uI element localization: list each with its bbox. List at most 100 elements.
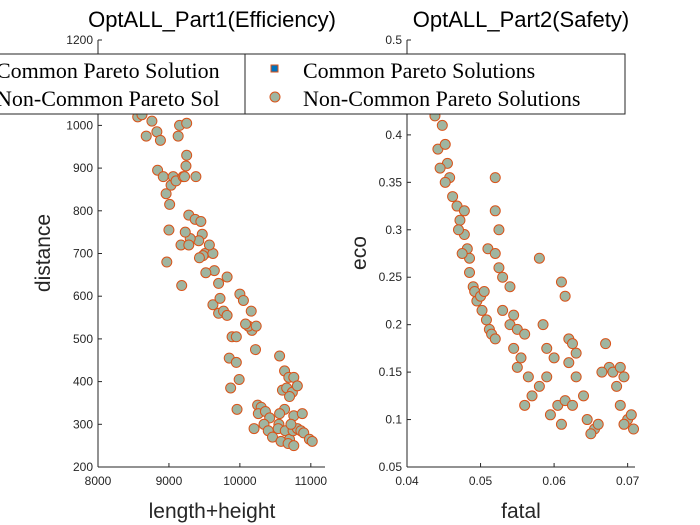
efficiency-x-tick-label: 9000 xyxy=(156,474,183,488)
safety-y-tick-label: 0.4 xyxy=(385,128,402,142)
safety-data-point xyxy=(439,176,451,188)
efficiency-data-point xyxy=(233,373,245,385)
efficiency-data-point xyxy=(274,408,286,420)
safety-data-point xyxy=(508,342,520,354)
efficiency-data-point xyxy=(267,431,279,443)
efficiency-data-point xyxy=(291,380,303,392)
efficiency-y-tick-label: 600 xyxy=(73,289,93,303)
safety-data-point xyxy=(464,266,476,278)
safety-data-point xyxy=(519,328,531,340)
safety-axis-ticks: 0.04 0.05 0.06 0.070.050.10.150.20.250.30.3… xyxy=(379,33,640,488)
safety-data-point xyxy=(489,205,501,217)
efficiency-data-point xyxy=(285,418,297,430)
safety-data-point xyxy=(493,262,505,274)
safety-legend: Common Pareto Solutions Non-Common Paret… xyxy=(244,53,626,115)
safety-data-point xyxy=(497,271,509,283)
safety-data-point xyxy=(555,276,567,288)
safety-data-point xyxy=(548,352,560,364)
efficiency-data-point xyxy=(306,435,318,447)
safety-data-point xyxy=(526,390,538,402)
efficiency-data-point xyxy=(249,344,261,356)
safety-data-point xyxy=(618,371,630,383)
safety-x-tick-label: 0.04 xyxy=(395,474,419,488)
safety-data-point xyxy=(566,338,578,350)
efficiency-data-point xyxy=(183,239,195,251)
safety-data-point xyxy=(489,248,501,259)
safety-y-tick-label: 0.25 xyxy=(379,270,403,284)
safety-data-point xyxy=(614,361,626,373)
safety-data-point xyxy=(452,224,464,236)
safety-x-tick-label: 0.06 xyxy=(542,474,566,488)
safety-data-point xyxy=(497,304,509,316)
efficiency-legend-noncommon-label: Non-Common Pareto Sol xyxy=(0,86,220,111)
efficiency-y-tick-label: 900 xyxy=(73,161,93,175)
efficiency-y-tick-label: 1000 xyxy=(66,118,93,132)
efficiency-data-point xyxy=(179,171,191,183)
efficiency-data-point xyxy=(207,299,219,311)
safety-data-point xyxy=(489,333,501,345)
efficiency-legend-common-label: Common Pareto Solution xyxy=(0,58,220,83)
efficiency-data-point xyxy=(140,130,152,142)
efficiency-legend-box xyxy=(0,53,249,115)
efficiency-scatter-series xyxy=(132,92,318,452)
safety-data-point xyxy=(570,347,582,359)
efficiency-y-tick-label: 1200 xyxy=(66,33,93,47)
safety-data-point xyxy=(596,366,608,378)
safety-data-point xyxy=(625,409,637,421)
safety-data-point xyxy=(458,205,470,217)
safety-data-point xyxy=(541,342,553,354)
safety-data-point xyxy=(508,309,520,321)
efficiency-axis-ticks: 8000 9000 10000 11000 200 300 400 500 600 700 800 9… xyxy=(66,33,327,488)
efficiency-plot: OptALL_Part1(Efficiency) 8000 9000 10000 11… xyxy=(32,7,336,523)
efficiency-y-tick-label: 200 xyxy=(73,460,93,474)
safety-data-point xyxy=(628,423,640,435)
safety-data-point xyxy=(566,399,578,411)
efficiency-legend: Common Pareto Solution Non-Common Pareto… xyxy=(0,53,249,115)
efficiency-data-point xyxy=(203,239,215,251)
efficiency-data-point xyxy=(240,318,252,330)
safety-data-point xyxy=(522,371,534,383)
safety-data-point xyxy=(559,290,571,302)
efficiency-data-point xyxy=(172,130,184,142)
efficiency-data-point xyxy=(221,309,233,321)
safety-y-tick-label: 0.35 xyxy=(379,175,403,189)
efficiency-data-point xyxy=(296,408,308,420)
efficiency-y-tick-label: 300 xyxy=(73,417,93,431)
efficiency-data-point xyxy=(230,356,242,368)
efficiency-data-point xyxy=(245,305,257,317)
efficiency-data-point xyxy=(214,292,226,304)
safety-data-point xyxy=(541,371,553,383)
safety-data-point xyxy=(493,224,505,236)
safety-y-tick-label: 0.15 xyxy=(379,365,403,379)
efficiency-data-point xyxy=(179,226,191,238)
safety-x-tick-label: 0.07 xyxy=(616,474,640,488)
efficiency-x-tick-label: 10000 xyxy=(223,474,257,488)
safety-x-axis-label: fatal xyxy=(501,500,541,523)
efficiency-data-point xyxy=(195,215,207,227)
efficiency-data-point xyxy=(284,391,296,403)
safety-data-point xyxy=(519,399,531,411)
safety-data-point xyxy=(537,319,549,331)
safety-data-point xyxy=(555,418,567,430)
safety-data-point xyxy=(600,338,612,350)
efficiency-data-point xyxy=(157,171,169,183)
efficiency-data-point xyxy=(230,331,242,343)
efficiency-y-axis-label: distance xyxy=(32,214,55,292)
efficiency-y-tick-label: 800 xyxy=(73,204,93,218)
efficiency-data-point xyxy=(213,277,225,289)
safety-data-point xyxy=(592,418,604,430)
safety-data-point xyxy=(563,357,575,369)
safety-y-tick-label: 0.5 xyxy=(385,33,402,47)
safety-data-point xyxy=(504,281,516,293)
safety-plot-title: OptALL_Part2(Safety) xyxy=(413,7,629,32)
safety-data-point xyxy=(434,162,446,174)
safety-y-tick-label: 0.05 xyxy=(379,460,403,474)
safety-data-point xyxy=(570,371,582,383)
safety-legend-box xyxy=(244,53,626,115)
safety-y-tick-label: 0.2 xyxy=(385,318,402,332)
safety-data-point xyxy=(489,172,501,184)
efficiency-data-point xyxy=(237,294,249,306)
efficiency-data-point xyxy=(163,224,175,236)
safety-data-point xyxy=(439,138,451,150)
